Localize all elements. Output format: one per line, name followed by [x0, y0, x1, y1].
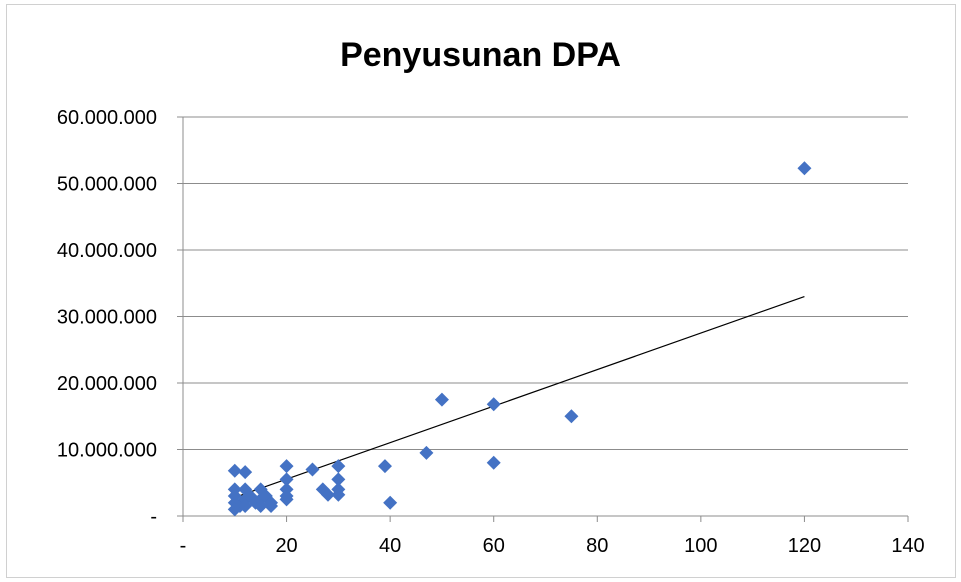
- data-point: [419, 445, 434, 460]
- data-point: [305, 462, 320, 477]
- chart-title: Penyusunan DPA: [340, 36, 621, 74]
- x-tick-label: 140: [891, 535, 924, 557]
- data-point: [486, 397, 501, 412]
- data-point: [331, 472, 346, 487]
- x-tick-label: -: [180, 535, 187, 557]
- data-points: [227, 161, 812, 517]
- x-axis-labels: - 20 40 60 80 100 120 140: [180, 535, 925, 557]
- y-tick-label: -: [150, 506, 157, 528]
- data-point: [383, 495, 398, 510]
- data-point: [279, 492, 294, 507]
- axes: [177, 116, 909, 522]
- trendline: [234, 295, 805, 498]
- chart-frame: [6, 4, 956, 578]
- data-point: [227, 463, 242, 478]
- y-tick-label: 30.000.000: [57, 307, 157, 329]
- data-point: [238, 499, 253, 514]
- y-tick-label: 60.000.000: [57, 107, 157, 129]
- x-tick-label: 120: [788, 535, 821, 557]
- y-tick-label: 10.000.000: [57, 440, 157, 462]
- y-tick-label: 50.000.000: [57, 174, 157, 196]
- y-axis-labels: - 10.000.000 20.000.000 30.000.000 40.000.00…: [57, 107, 157, 528]
- x-tick-label: 40: [379, 535, 401, 557]
- x-tick-label: 100: [684, 535, 717, 557]
- gridlines: [183, 116, 908, 450]
- x-tick-label: 60: [483, 535, 505, 557]
- data-point: [331, 487, 346, 502]
- x-tick-label: 80: [586, 535, 608, 557]
- data-point: [797, 161, 812, 176]
- y-tick-label: 40.000.000: [57, 240, 157, 262]
- data-point: [377, 459, 392, 474]
- data-point: [238, 465, 253, 480]
- data-point: [279, 472, 294, 487]
- data-point: [243, 489, 258, 504]
- data-point: [253, 499, 268, 514]
- y-tick-label: 20.000.000: [57, 373, 157, 395]
- data-point: [564, 409, 579, 424]
- data-point: [486, 455, 501, 470]
- data-point: [331, 459, 346, 474]
- data-point: [321, 487, 335, 502]
- data-point: [434, 392, 449, 407]
- trendline-group: [234, 295, 805, 498]
- x-tick-label: 20: [275, 535, 297, 557]
- data-point: [279, 459, 294, 474]
- data-point: [264, 499, 279, 514]
